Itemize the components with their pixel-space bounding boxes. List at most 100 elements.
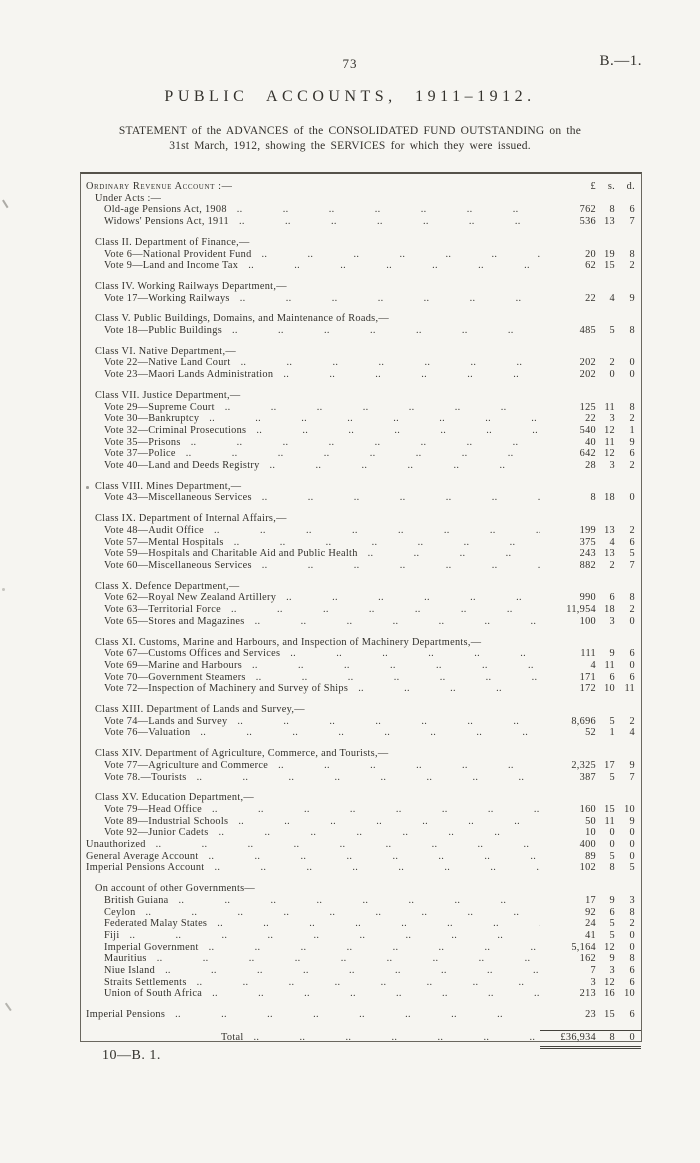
amount-pence: 0 xyxy=(629,659,635,671)
table-row: Vote 77—Agriculture and Commerce .. .. ..… xyxy=(81,760,641,772)
table-section: Class VI. Native Department,— Vote 22—Nat… xyxy=(81,346,641,381)
table-row: Class X. Defence Department,— xyxy=(81,581,641,593)
amount-pence: 0 xyxy=(629,369,635,381)
amount-pence: 6 xyxy=(629,448,635,460)
table-row: Unauthorized .. .. .. .. .. .. .. .. .. .… xyxy=(81,839,641,851)
amount-pence: 0 xyxy=(629,839,635,851)
amount-cells: 22 3 2 xyxy=(540,413,641,425)
amount-pounds: 100 xyxy=(579,615,596,627)
table-row: Class IV. Working Railways Department,— xyxy=(81,281,641,293)
dot-leader: .. .. .. .. .. .. .. .. .. .. .. .. .. xyxy=(230,604,513,616)
row-label: Vote 37—Police xyxy=(104,448,176,460)
row-label: Vote 48—Audit Office xyxy=(104,524,204,536)
amount-cells: 24 5 2 xyxy=(540,918,641,930)
dot-leader: .. .. .. .. .. .. .. .. .. .. .. .. .. xyxy=(200,727,529,739)
row-label: Vote 89—Industrial Schools xyxy=(104,815,229,827)
table-row: Vote 62—Royal New Zealand Artillery .. ..… xyxy=(81,592,641,604)
row-label: Vote 60—Miscellaneous Services xyxy=(104,559,252,571)
row-label: Vote 17—Working Railways xyxy=(104,292,230,304)
amount-pence: 2 xyxy=(629,260,635,272)
amount-pence: 0 xyxy=(629,850,635,862)
amount-cells: 8,696 5 2 xyxy=(540,716,641,728)
amount-pence: 5 xyxy=(629,548,635,560)
row-label: Vote 9—Land and Income Tax xyxy=(104,260,239,272)
amount-shillings: 13 xyxy=(604,524,615,536)
table-row: Union of South Africa .. .. .. .. .. .. .… xyxy=(81,988,641,1000)
amount-pounds: 10 xyxy=(585,827,596,839)
amount-pounds: 162 xyxy=(579,953,596,965)
amount-pence: 6 xyxy=(629,976,635,988)
dot-leader: .. .. .. .. .. .. .. .. .. .. .. .. .. xyxy=(254,615,537,627)
table-row: Vote 57—Mental Hospitals .. .. .. .. .. .… xyxy=(81,537,641,549)
table-row: Under Acts :— xyxy=(81,193,641,205)
amount-cells: 125 11 8 xyxy=(540,402,641,414)
amount-pence: 0 xyxy=(629,929,635,941)
amount-cells: 22 4 9 xyxy=(540,293,641,305)
amount-pence: 0 xyxy=(629,615,635,627)
dot-leader: .. .. .. .. .. .. .. .. .. .. .. .. .. xyxy=(237,715,520,727)
amount-cells: 990 6 8 xyxy=(540,592,641,604)
dot-leader: .. .. .. .. .. .. .. .. .. .. .. .. .. xyxy=(178,894,507,906)
table-row: Class II. Department of Finance,— xyxy=(81,237,641,249)
amount-pounds: 243 xyxy=(579,548,596,560)
table-row: Class VI. Native Department,— xyxy=(81,346,641,358)
amount-shillings: 13 xyxy=(604,548,615,560)
amount-pence: 2 xyxy=(629,918,635,930)
table-section: Class IV. Working Railways Department,— V… xyxy=(81,281,641,304)
row-label: Vote 18—Public Buildings xyxy=(104,325,222,337)
row-label: Old-age Pensions Act, 1908 xyxy=(104,204,227,216)
amount-shillings: 16 xyxy=(604,988,615,1000)
amount-shillings: 11 xyxy=(604,436,615,448)
amount-pounds: 540 xyxy=(579,424,596,436)
dot-leader: .. .. .. .. .. .. .. .. .. .. .. .. .. xyxy=(239,216,521,228)
amount-pence: 7 xyxy=(629,559,635,571)
total-row: Total .. .. .. .. .. .. .. .. £36,934 8 … xyxy=(81,1029,641,1049)
amount-cells: 387 5 7 xyxy=(540,772,641,784)
table-row: Vote 22—Native Land Court .. .. .. .. .. … xyxy=(81,357,641,369)
dot-leader: .. .. .. .. .. .. .. .. .. .. .. .. .. xyxy=(208,941,537,953)
amount-pounds: 23 xyxy=(585,1009,596,1021)
table-row: Fiji .. .. .. .. .. .. .. .. .. .. .. .. … xyxy=(81,930,641,942)
amount-pounds: 882 xyxy=(579,559,596,571)
table-row: General Average Account .. .. .. .. .. ..… xyxy=(81,851,641,863)
amount-pounds: 536 xyxy=(579,216,596,228)
table-section: Class XIII. Department of Lands and Surv… xyxy=(81,704,641,739)
table-row: British Guiana .. .. .. .. .. .. .. .. ..… xyxy=(81,895,641,907)
amount-pounds: 8 xyxy=(590,492,596,504)
table-row: Vote 60—Miscellaneous Services .. .. .. .… xyxy=(81,560,641,572)
row-label: Class XV. Education Department,— xyxy=(95,792,254,804)
table-row: Vote 74—Lands and Survey .. .. .. .. .. .… xyxy=(81,716,641,728)
row-label: Vote 40—Land and Deeds Registry xyxy=(104,460,260,472)
row-label: Vote 67—Customs Offices and Services xyxy=(104,648,281,660)
dot-leader: .. .. .. .. .. .. .. .. .. .. .. .. .. xyxy=(261,559,540,571)
amount-pence: 6 xyxy=(629,536,635,548)
row-label: Class XI. Customs, Marine and Harbours, … xyxy=(95,636,482,648)
amount-cells: 111 9 6 xyxy=(540,648,641,660)
row-label: Federated Malay States xyxy=(104,918,208,930)
row-label: Class V. Public Buildings, Domains, and … xyxy=(95,313,389,325)
amount-pounds: 28 xyxy=(585,460,596,472)
amount-shillings: 12 xyxy=(604,424,615,436)
amount-cells: 213 16 10 xyxy=(540,988,641,1000)
amount-pence: 2 xyxy=(629,604,635,616)
row-label: Vote 59—Hospitals and Charitable Aid and… xyxy=(104,548,358,560)
amount-pence: 8 xyxy=(629,248,635,260)
table-section: Class XI. Customs, Marine and Harbours, … xyxy=(81,637,641,696)
amount-pounds: 111 xyxy=(580,648,596,660)
row-label: Class IX. Department of Internal Affairs… xyxy=(95,513,287,525)
amount-cells: 202 2 0 xyxy=(540,357,641,369)
amount-cells: 41 5 0 xyxy=(540,930,641,942)
dot-leader: .. .. .. .. .. .. .. .. .. .. .. .. .. xyxy=(190,436,519,448)
amount-cells: 4 11 0 xyxy=(540,660,641,672)
amount-pounds: 3 xyxy=(590,976,596,988)
amount-pounds: 102 xyxy=(579,862,596,874)
dot-leader: .. .. .. .. .. .. .. .. .. .. .. .. .. xyxy=(185,448,514,460)
dot-leader: .. .. .. .. .. .. .. .. .. .. .. .. .. xyxy=(232,325,514,337)
amount-pounds: 642 xyxy=(579,448,596,460)
dot-leader: .. .. .. .. .. .. .. .. .. .. .. .. .. xyxy=(214,862,540,874)
amount-pounds: 202 xyxy=(579,357,596,369)
amount-shillings: 2 xyxy=(609,357,615,369)
amount-shillings: 2 xyxy=(609,559,615,571)
table-row: Vote 76—Valuation .. .. .. .. .. .. .. ..… xyxy=(81,727,641,739)
amount-pounds: £ xyxy=(590,181,596,192)
